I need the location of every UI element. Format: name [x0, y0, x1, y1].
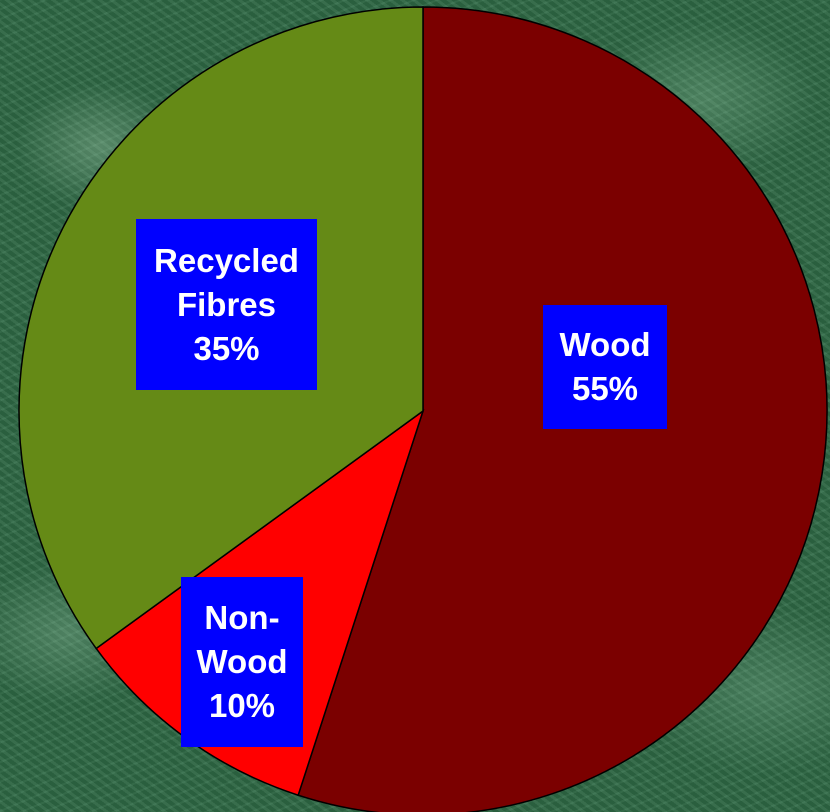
- slice-label-recycled-fibres-line-2: Fibres: [176, 285, 277, 323]
- slice-label-recycled-fibres-line-1: Recycled: [154, 241, 299, 279]
- slice-label-non-wood: Non- Wood 10%: [181, 577, 303, 747]
- slice-label-wood: Wood 55%: [543, 305, 667, 429]
- slice-label-non-wood-line-2: Wood: [196, 643, 288, 680]
- slice-label-non-wood-line-3: 10%: [208, 687, 276, 724]
- slice-label-recycled-fibres: Recycled Fibres 35%: [136, 219, 317, 390]
- slice-label-recycled-fibres-line-3: 35%: [193, 329, 260, 367]
- slice-label-wood-line-2: 55%: [571, 370, 639, 407]
- slice-label-wood-line-1: Wood: [559, 326, 651, 363]
- slice-label-non-wood-line-1: Non-: [204, 599, 280, 636]
